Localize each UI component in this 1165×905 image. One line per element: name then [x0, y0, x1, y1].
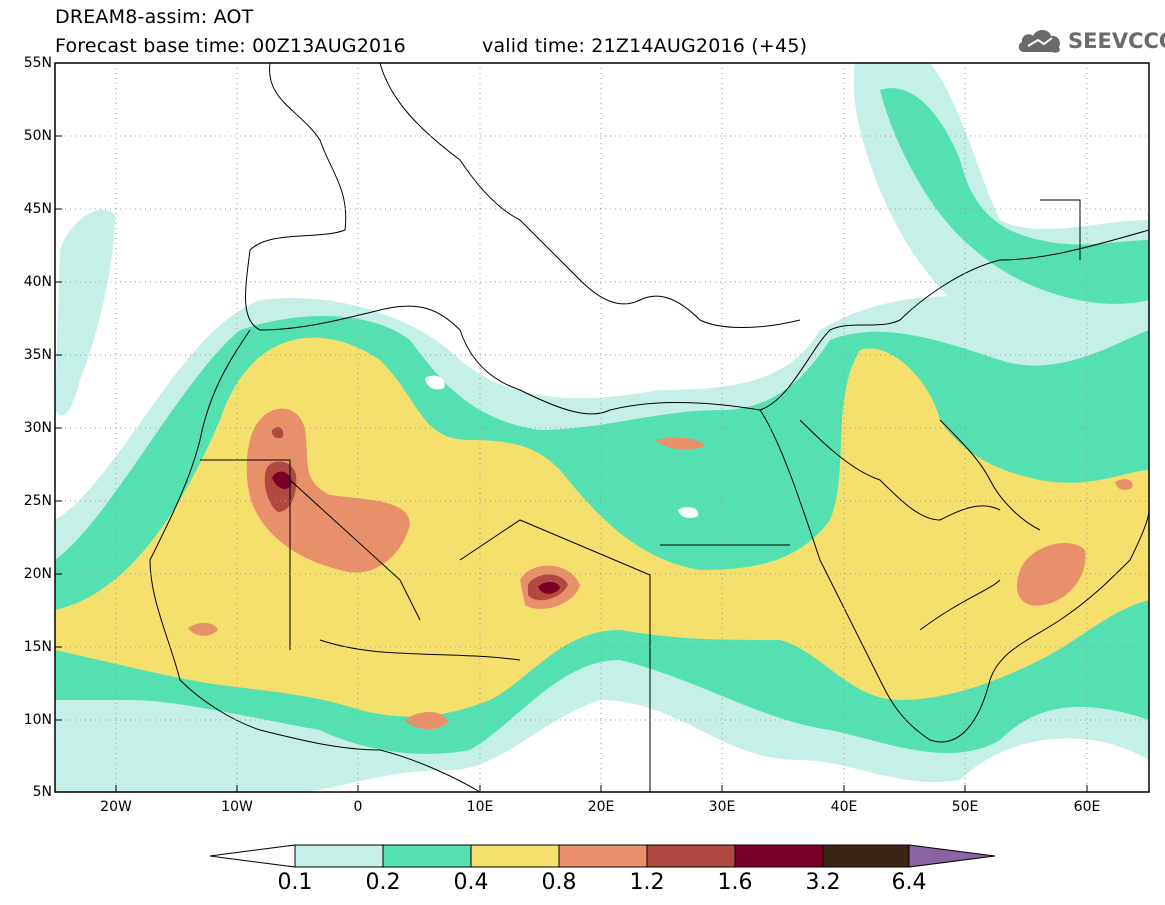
- colorbar: [209, 844, 996, 868]
- axis-ticks: [55, 62, 1088, 792]
- lon-label: 20W: [100, 799, 132, 815]
- lon-label: 60E: [1073, 799, 1101, 815]
- lat-label: 5N: [32, 784, 52, 800]
- colorbar-swatch: [470, 844, 560, 868]
- colorbar-swatch: [646, 844, 736, 868]
- lon-label: 30E: [708, 799, 736, 815]
- lat-label: 55N: [23, 55, 52, 71]
- colorbar-label: 1.6: [717, 870, 753, 895]
- colorbar-label: 0.2: [365, 870, 401, 895]
- lon-label: 0: [353, 799, 363, 815]
- colorbar-label: 3.2: [805, 870, 841, 895]
- lat-label: 40N: [23, 274, 52, 290]
- colorbar-label: 0.4: [453, 870, 489, 895]
- lat-label: 35N: [23, 347, 52, 363]
- seevccc-logo: SEEVCCC: [1016, 22, 1165, 58]
- lon-label: 50E: [951, 799, 979, 815]
- lat-label: 30N: [23, 420, 52, 436]
- lon-label: 10E: [466, 799, 494, 815]
- colorbar-lower-arrow: [209, 844, 296, 868]
- aot-field: [55, 63, 1149, 792]
- colorbar-label: 1.2: [629, 870, 665, 895]
- valid-time: valid time: 21Z14AUG2016 (+45): [482, 35, 808, 57]
- colorbar-label: 6.4: [891, 870, 927, 895]
- lon-label: 20E: [587, 799, 615, 815]
- lat-label: 15N: [23, 639, 52, 655]
- map-title: DREAM8-assim: AOT: [55, 6, 254, 28]
- lat-label: 25N: [23, 493, 52, 509]
- colorbar-swatch: [822, 844, 910, 868]
- lat-label: 20N: [23, 566, 52, 582]
- lat-label: 10N: [23, 712, 52, 728]
- lat-label: 50N: [23, 128, 52, 144]
- forecast-base-time: Forecast base time: 00Z13AUG2016: [55, 35, 406, 57]
- colorbar-upper-arrow: [908, 844, 996, 868]
- colorbar-swatch: [558, 844, 648, 868]
- colorbar-label: 0.1: [277, 870, 313, 895]
- cloud-icon: [1018, 30, 1061, 53]
- logo-text: SEEVCCC: [1068, 29, 1165, 53]
- colorbar-swatch: [294, 844, 384, 868]
- colorbar-swatch: [382, 844, 472, 868]
- lon-label: 40E: [830, 799, 858, 815]
- colorbar-label: 0.8: [541, 870, 577, 895]
- lat-label: 45N: [23, 201, 52, 217]
- colorbar-swatch: [734, 844, 824, 868]
- coastlines: [149, 63, 1149, 792]
- lon-label: 10W: [221, 799, 253, 815]
